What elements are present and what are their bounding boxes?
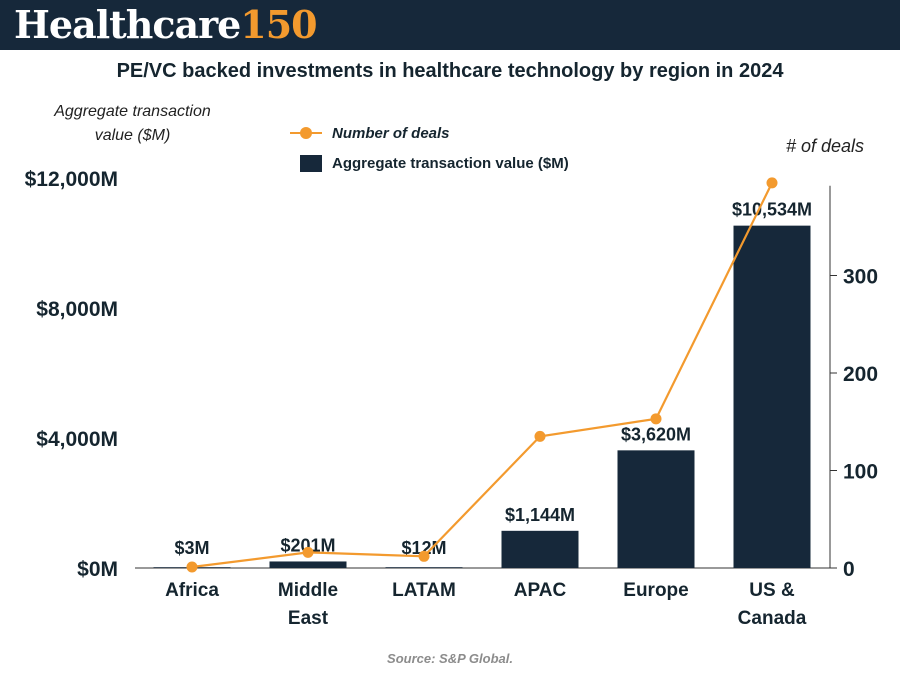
y-right-tick-label: 300 xyxy=(843,266,878,289)
deals-line xyxy=(191,182,773,569)
y-axis-left-title: Aggregate transaction value ($M) xyxy=(54,103,211,144)
brand-header: Healthcare150 xyxy=(0,0,900,50)
deals-point xyxy=(186,561,198,573)
legend-item-value: Aggregate transaction value ($M) xyxy=(290,151,569,175)
bar-value-label: $201M xyxy=(280,535,335,555)
x-tick-label: Africa xyxy=(165,580,219,601)
brand-word: Healthcare xyxy=(14,2,241,47)
bar-value-label: $3,620M xyxy=(621,424,691,444)
x-tick-label: LATAM xyxy=(392,580,456,601)
bar xyxy=(617,450,695,568)
y-axis-right-title: # of deals xyxy=(785,136,865,156)
bar xyxy=(501,530,579,568)
bar-value-label: $12M xyxy=(401,538,446,558)
y-left-tick-label: $8,000M xyxy=(36,298,118,321)
y-left-tick-label: $0M xyxy=(77,558,118,581)
y-right-tick-label: 100 xyxy=(843,461,878,484)
brand-logo: Healthcare150 xyxy=(14,1,318,49)
x-tick-label: Europe xyxy=(623,580,688,601)
deals-point xyxy=(418,550,430,562)
source-note: Source: S&P Global. xyxy=(387,651,513,666)
x-tick-label: Middle xyxy=(278,580,338,601)
legend-label-value: Aggregate transaction value ($M) xyxy=(332,154,569,172)
bar xyxy=(733,225,811,568)
brand-number: 150 xyxy=(240,2,317,47)
x-tick-label: East xyxy=(288,608,329,629)
y-right-tick-label: 0 xyxy=(843,558,855,581)
bar-value-label: $10,534M xyxy=(732,200,812,220)
chart-title: PE/VC backed investments in healthcare t… xyxy=(116,60,784,82)
bar-value-label: $3M xyxy=(174,538,209,558)
x-tick-label: APAC xyxy=(514,580,567,601)
y-left-tick-label: $4,000M xyxy=(36,428,118,451)
deals-point xyxy=(302,546,314,558)
x-tick-label: Canada xyxy=(738,608,807,629)
y-right-tick-label: 200 xyxy=(843,363,878,386)
legend-bar-swatch-icon xyxy=(300,154,322,172)
bar xyxy=(269,561,347,568)
legend-line-marker-icon xyxy=(290,127,322,139)
y-left-tick-label: $12,000M xyxy=(25,168,118,191)
x-tick-label: US & xyxy=(749,580,795,601)
deals-point xyxy=(650,413,662,425)
deals-point xyxy=(534,430,546,442)
legend-label-deals: Number of deals xyxy=(332,124,450,142)
legend: Number of deals Aggregate transaction va… xyxy=(290,121,569,181)
deals-point xyxy=(766,177,778,189)
bar xyxy=(385,567,463,568)
bar-value-label: $1,144M xyxy=(505,505,575,525)
legend-item-deals: Number of deals xyxy=(290,121,569,145)
